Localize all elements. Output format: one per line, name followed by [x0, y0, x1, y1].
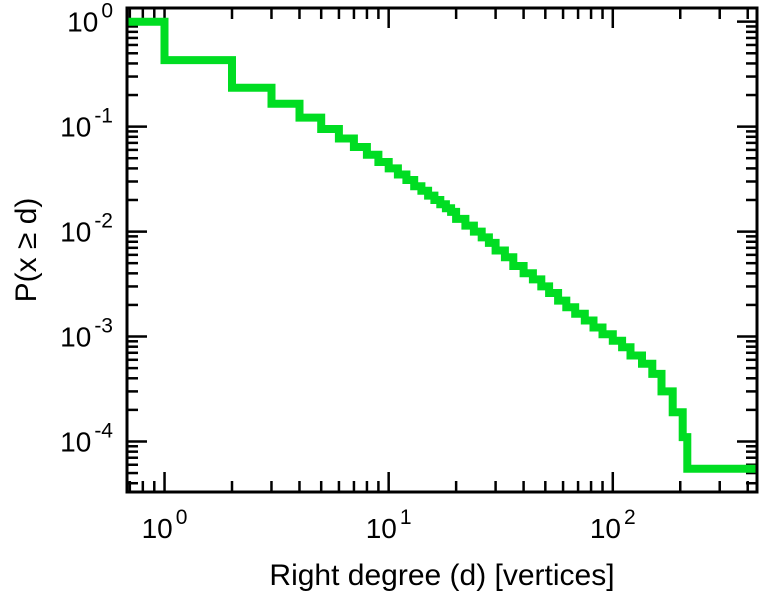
y-axis-label: P(x ≥ d) — [10, 198, 43, 303]
y-tick-label: 10 -4 — [60, 419, 113, 457]
plot-frame — [125, 6, 759, 494]
axis-ticks — [127, 8, 757, 492]
tick-labels: 10 0 10 1 10 2 10 0 10 -1 10 -2 10 -3 10 -4 — [60, 0, 636, 544]
y-tick-label: 10 0 — [67, 0, 113, 38]
y-tick-label: 10 -2 — [60, 210, 113, 248]
x-axis-label: Right degree (d) [vertices] — [269, 559, 614, 592]
x-tick-label: 10 2 — [590, 506, 636, 544]
y-tick-label: 10 -1 — [60, 105, 113, 143]
y-tick-label: 10 -3 — [60, 315, 113, 353]
x-tick-label: 10 0 — [142, 506, 188, 544]
ccdf-staircase-line — [127, 17, 757, 473]
x-tick-label: 10 1 — [366, 506, 412, 544]
